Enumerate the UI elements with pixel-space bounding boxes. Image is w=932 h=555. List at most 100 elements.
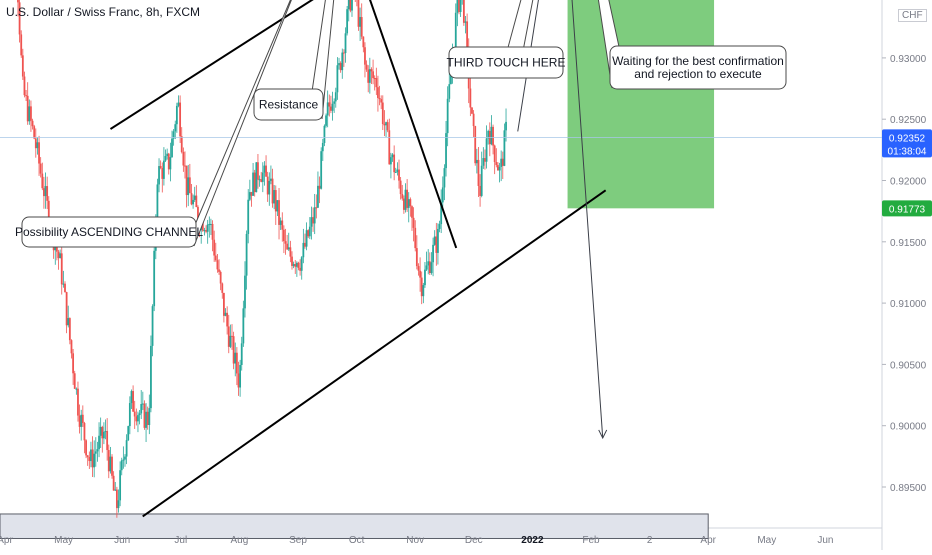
candle-body: [479, 185, 481, 196]
candle-body: [435, 236, 438, 253]
candle-body: [185, 165, 188, 196]
candle-body: [41, 173, 44, 189]
candle-body: [211, 223, 214, 240]
third-touch-callout[interactable]: THIRD TOUCH HERE: [447, 0, 566, 79]
candle-body: [307, 230, 310, 237]
candle-body: [57, 251, 60, 259]
candle-body: [424, 269, 426, 286]
candle-body: [270, 178, 272, 181]
candle-body: [18, 2, 21, 35]
last-price-tag: 0.92352 01:38:04: [882, 129, 932, 158]
candle-body: [490, 126, 493, 145]
candle-body: [98, 435, 100, 450]
time-tick-label: Apr: [0, 535, 13, 546]
price-tick-label: 0.91000: [890, 299, 927, 310]
time-tick-label: Nov: [406, 535, 424, 546]
candle-body: [300, 257, 303, 271]
candle-body: [177, 102, 180, 106]
candle-body: [237, 373, 240, 388]
candle-body: [80, 414, 83, 427]
candle-body: [464, 21, 467, 23]
candle-body: [302, 242, 305, 258]
candle-body: [210, 223, 212, 225]
candle-body: [422, 285, 425, 297]
candle-body: [438, 224, 441, 229]
candle-body: [146, 411, 149, 425]
candle-body: [357, 0, 360, 27]
channel-callout-text: Possibility ASCENDING CHANNEL: [15, 225, 203, 239]
time-tick-label: Oct: [349, 535, 365, 546]
time-tick-label: Sep: [289, 535, 307, 546]
candle-body: [359, 17, 361, 27]
support-zone: [0, 513, 709, 539]
time-tick-label: Jul: [174, 535, 187, 546]
channel-callout[interactable]: Possibility ASCENDING CHANNEL: [15, 0, 305, 248]
candle-body: [440, 202, 443, 225]
price-tick-label: 0.92500: [890, 115, 927, 126]
candle-body: [466, 21, 469, 48]
candle-body: [310, 217, 313, 227]
candle-body: [480, 165, 483, 196]
candle-body: [46, 186, 49, 201]
candle-body: [106, 431, 109, 451]
candle-body: [127, 426, 130, 441]
candle-body: [222, 292, 225, 316]
candle-body: [411, 206, 413, 218]
candle-body: [399, 180, 402, 195]
candle-body: [143, 403, 146, 428]
candle-body: [247, 199, 250, 234]
candle-body: [23, 76, 26, 96]
candle-body: [295, 262, 298, 267]
candle-body: [271, 178, 274, 204]
price-tick-label: 0.92000: [890, 177, 927, 188]
time-tick-label: Jun: [817, 535, 833, 546]
third-touch-callout-text: THIRD TOUCH HERE: [447, 56, 566, 70]
candle-body: [114, 489, 117, 491]
candle-body: [331, 103, 334, 111]
candle-body: [381, 102, 384, 124]
candle-body: [122, 459, 125, 461]
candle-body: [266, 176, 269, 195]
candle-body: [101, 426, 104, 439]
candle-body: [60, 253, 63, 285]
target-price-tag-value: 0.91773: [889, 204, 926, 215]
candle-body: [498, 166, 501, 171]
candle-body: [31, 120, 34, 127]
candle-body: [68, 318, 71, 341]
candle-body: [375, 78, 378, 88]
candle-body: [117, 500, 120, 509]
candle-body: [404, 189, 407, 210]
third-touch-callout-box: [448, 46, 564, 79]
candle-body: [179, 102, 182, 137]
time-tick-label: May: [54, 535, 73, 546]
candle-body: [218, 269, 220, 272]
candle-body: [443, 168, 446, 188]
candle-body: [239, 364, 242, 388]
channel-upper-line: [109, 0, 314, 130]
candle-body: [192, 199, 194, 205]
candle-body: [140, 403, 143, 414]
candle-body: [373, 78, 376, 80]
candle-body: [286, 243, 289, 250]
time-tick-label: 2022: [521, 535, 544, 546]
candle-body: [325, 115, 327, 126]
candle-body: [450, 74, 452, 85]
candle-body: [441, 187, 444, 203]
candle-body: [195, 195, 198, 208]
target-price-tag-bg: [882, 200, 932, 217]
candle-body: [368, 69, 371, 83]
candle-body: [318, 185, 321, 189]
candle-body: [456, 0, 459, 13]
candle-body: [284, 241, 287, 244]
candle-body: [128, 403, 131, 427]
last-price-tag-value: 0.92352: [889, 133, 926, 144]
candle-body: [401, 194, 404, 199]
candle-body: [43, 188, 45, 197]
candle-body: [265, 165, 267, 177]
candle-body: [124, 456, 126, 460]
candle-body: [428, 261, 431, 274]
resistance-callout[interactable]: Resistance: [253, 0, 351, 121]
